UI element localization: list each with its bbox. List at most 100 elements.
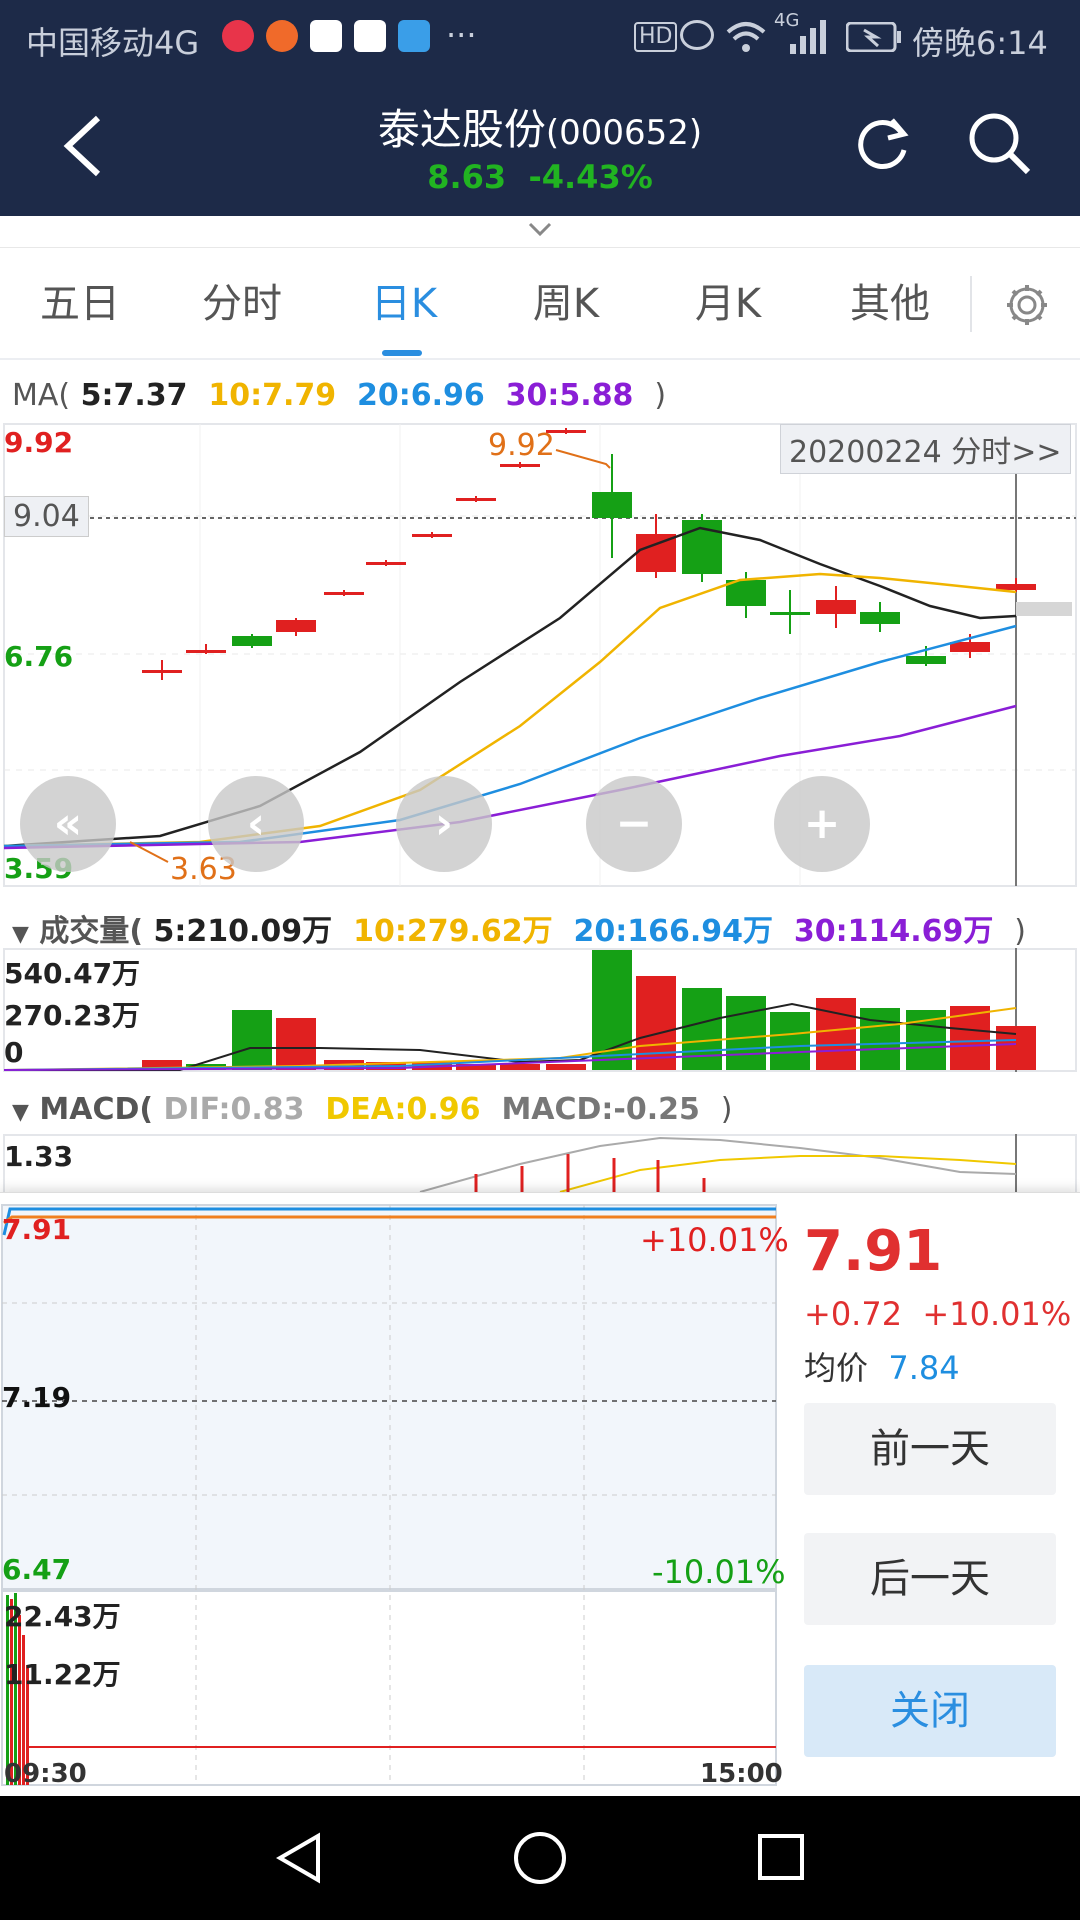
system-nav-bar <box>0 1796 1080 1920</box>
volume-bar <box>770 1012 810 1070</box>
macd-max-label: 1.33 <box>4 1140 74 1173</box>
tab-intraday[interactable]: 分时 <box>202 281 282 327</box>
candle <box>500 462 540 468</box>
more-notifications-icon: ··· <box>446 16 477 54</box>
intraday-volume-bar <box>6 1595 9 1785</box>
search-icon[interactable] <box>966 110 1032 176</box>
candle <box>366 560 406 566</box>
stock-name: 泰达股份 <box>377 105 546 154</box>
status-bar: 中国移动4G ··· HD 4G 傍晚6:14 <box>0 0 1080 76</box>
macd-chart[interactable] <box>0 1134 1080 1192</box>
stock-quote: 8.63 -4.43% <box>0 158 1080 196</box>
candle <box>186 644 226 654</box>
vol30-value: 30:114.69万 <box>793 914 994 949</box>
chevron-down-icon <box>528 222 552 237</box>
candle <box>412 532 452 538</box>
carrier: 中国移动4G <box>26 24 200 62</box>
moving-average-lines <box>3 526 1017 850</box>
tab-other[interactable]: 其他 <box>850 281 930 327</box>
volume-bar <box>726 996 766 1070</box>
app-notification-icon <box>266 20 298 52</box>
vol20-value: 20:166.94万 <box>573 914 773 949</box>
stock-header: 泰达股份(000652) 8.63 -4.43% <box>0 76 1080 216</box>
intraday-volume-bar <box>22 1635 25 1785</box>
vol5-value: 5:210.09万 <box>153 914 333 949</box>
prev-day-button[interactable]: 前一天 <box>804 1403 1056 1495</box>
intraday-high-label: 7.91 <box>2 1213 72 1246</box>
date-badge-intraday-link[interactable]: 20200224 分时>> <box>780 424 1071 474</box>
volume-bar <box>860 1008 900 1070</box>
volume-bar <box>816 998 856 1070</box>
volume-bar <box>276 1018 316 1070</box>
scroll-left-button[interactable]: ‹ <box>208 776 304 872</box>
candle <box>592 454 632 558</box>
volume-legend: ▼ 成交量( 5:210.09万 10:279.62万 20:166.94万 3… <box>12 914 1027 949</box>
hd-badge: HD <box>634 22 678 52</box>
volume-chart[interactable] <box>0 948 1080 1072</box>
intraday-chart[interactable] <box>0 1195 780 1795</box>
popup-price: 7.91 <box>804 1219 943 1284</box>
period-tabs: 五日 分时 日K 周K 月K 其他 <box>0 248 1080 360</box>
volume-bar <box>232 1010 272 1070</box>
network-type: 4G <box>774 10 800 31</box>
zoom-in-button[interactable]: + <box>774 776 870 872</box>
macd-value: MACD:-0.25 <box>501 1092 700 1127</box>
ma20-value: 20:6.96 <box>357 378 485 413</box>
kline-mid-label: 6.76 <box>4 640 74 673</box>
candle <box>726 572 766 618</box>
video-app-icon <box>354 20 386 52</box>
gear-icon[interactable] <box>1004 282 1050 328</box>
scroll-far-left-button[interactable]: « <box>20 776 116 872</box>
volume-bar <box>500 1064 540 1070</box>
candle <box>770 590 810 634</box>
zoom-out-button[interactable]: − <box>586 776 682 872</box>
baidu-icon <box>310 20 342 52</box>
browser-icon <box>398 20 430 52</box>
tab-weekly-k[interactable]: 周K <box>532 281 600 327</box>
close-button[interactable]: 关闭 <box>804 1665 1056 1757</box>
dea-value: DEA:0.96 <box>325 1092 481 1127</box>
tab-monthly-k[interactable]: 月K <box>694 281 762 327</box>
nav-recents-icon[interactable] <box>756 1832 806 1882</box>
kline-max-label: 9.92 <box>4 426 74 459</box>
candle <box>816 586 856 628</box>
intraday-vol-mid: 11.22万 <box>4 1658 121 1691</box>
candle <box>232 634 272 648</box>
volume-zero-label: 0 <box>4 1036 24 1069</box>
intraday-price-line <box>2 1207 776 1236</box>
tab-daily-k[interactable]: 日K <box>370 281 438 327</box>
stock-code: (000652) <box>545 113 703 153</box>
collapse-icon[interactable]: ▼ <box>12 1100 29 1125</box>
ma5-value: 5:7.37 <box>80 378 188 413</box>
tab-five-day[interactable]: 五日 <box>40 281 120 327</box>
vol10-value: 10:279.62万 <box>353 914 553 949</box>
wifi-icon <box>726 22 766 52</box>
intraday-high-percent: +10.01% <box>640 1221 789 1259</box>
current-price-marker <box>1016 602 1072 616</box>
crosshair-price-label: 9.04 <box>4 496 89 537</box>
nav-back-icon[interactable] <box>272 1830 328 1886</box>
candle <box>682 514 722 582</box>
time-end: 15:00 <box>700 1759 783 1789</box>
nav-home-icon[interactable] <box>512 1830 568 1886</box>
candlestick-chart[interactable] <box>0 422 1080 888</box>
intraday-mid-label: 7.19 <box>2 1381 72 1414</box>
back-icon[interactable] <box>58 114 108 178</box>
ma-legend: MA( 5:7.37 10:7.79 20:6.96 30:5.88 ) <box>12 378 667 413</box>
volume-bar <box>546 1064 586 1070</box>
volume-bar <box>636 976 676 1070</box>
candle <box>996 578 1036 592</box>
popup-average: 均价 7.84 <box>804 1349 960 1387</box>
scroll-right-button[interactable]: › <box>396 776 492 872</box>
intraday-popup: 7.91 +10.01% 7.19 6.47 -10.01% 22.43万 11… <box>0 1192 1080 1796</box>
candle <box>636 514 676 578</box>
candle <box>860 602 900 632</box>
candle <box>546 428 586 434</box>
intraday-low-percent: -10.01% <box>652 1553 786 1591</box>
eye-icon <box>680 20 714 50</box>
next-day-button[interactable]: 后一天 <box>804 1533 1056 1625</box>
collapse-icon[interactable]: ▼ <box>12 922 29 947</box>
intraday-volume-bars <box>6 1593 29 1785</box>
refresh-icon[interactable] <box>852 110 912 176</box>
pull-down-handle[interactable] <box>0 216 1080 248</box>
